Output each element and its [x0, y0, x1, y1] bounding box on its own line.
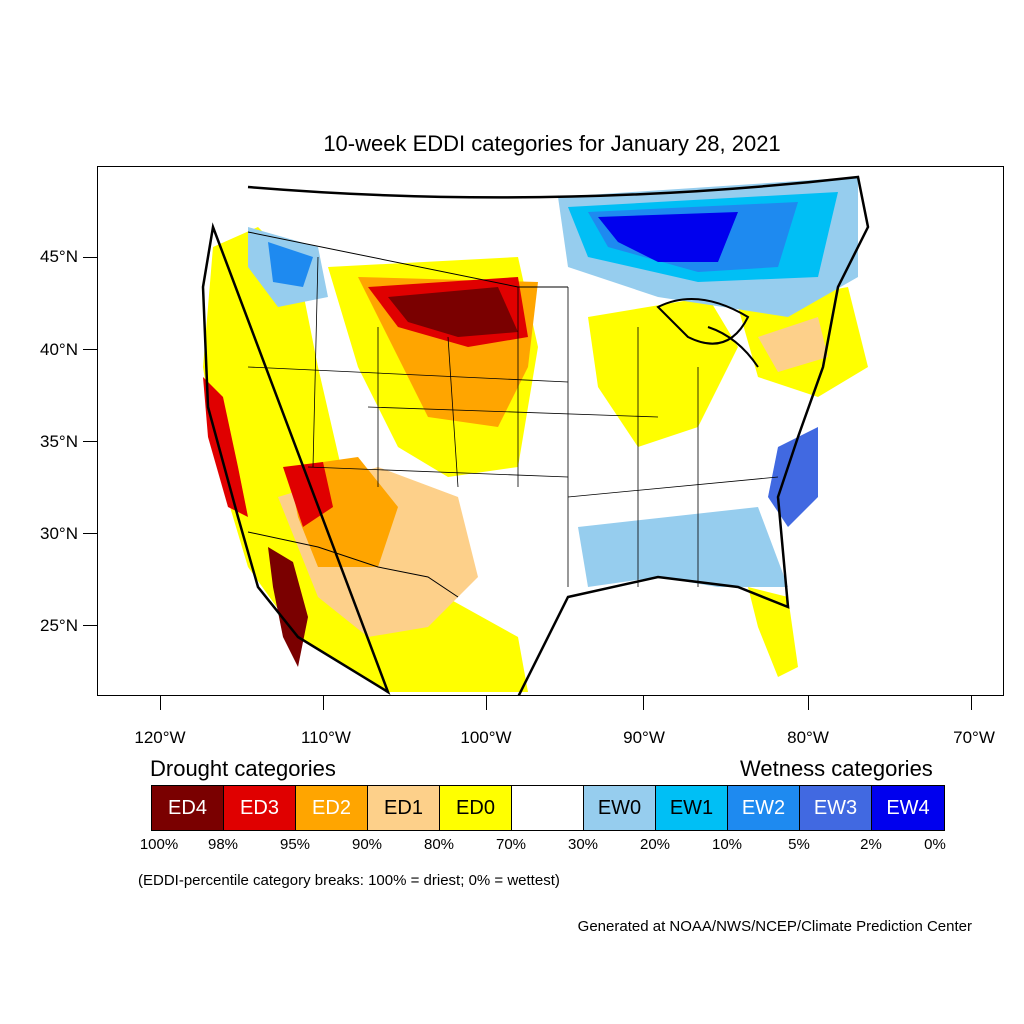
lat-label-45: 45°N: [40, 247, 78, 266]
legend-break-label: 0%: [924, 836, 946, 853]
legend-swatch-ed0: ED0: [440, 786, 512, 830]
southeast-ew0: [578, 507, 788, 587]
legend-break-label: 70%: [495, 836, 527, 853]
us-outline: [201, 175, 870, 695]
lat-label-25: 25°N: [40, 616, 78, 635]
lat-label-35: 35°N: [40, 432, 78, 451]
northwest-ew2: [268, 242, 313, 287]
lon-label-70: 70°W: [953, 728, 995, 747]
lat-tick: [83, 625, 97, 626]
lon-tick: [643, 696, 644, 710]
legend-break-label: 5%: [788, 836, 810, 853]
legend-break-label: 80%: [423, 836, 455, 853]
lat-tick: [83, 349, 97, 350]
legend-swatch-ew4: EW4: [872, 786, 944, 830]
legend-swatch-ed3: ED3: [224, 786, 296, 830]
legend-swatch-ed4: ED4: [152, 786, 224, 830]
borders: [201, 175, 870, 695]
legend-break-label: 2%: [860, 836, 882, 853]
legend-swatch-ed2: ED2: [296, 786, 368, 830]
upper-midwest-ew4: [598, 212, 738, 262]
lat-tick: [83, 441, 97, 442]
legend-swatch-normal: [512, 786, 584, 830]
legend-break-label: 98%: [207, 836, 239, 853]
legend-swatch-ew2: EW2: [728, 786, 800, 830]
eddi-map: [201, 175, 870, 695]
legend-break-label: 90%: [351, 836, 383, 853]
drought-heading: Drought categories: [150, 756, 336, 781]
lon-tick: [971, 696, 972, 710]
lon-tick: [486, 696, 487, 710]
lon-label-90: 90°W: [623, 728, 665, 747]
legend-swatch-ew1: EW1: [656, 786, 728, 830]
legend-swatch-ed1: ED1: [368, 786, 440, 830]
lat-label-40: 40°N: [40, 340, 78, 359]
lon-tick: [323, 696, 324, 710]
lat-tick: [83, 533, 97, 534]
map-frame: [97, 166, 1004, 696]
lon-tick: [160, 696, 161, 710]
legend-swatch-ew3: EW3: [800, 786, 872, 830]
lat-tick: [83, 257, 97, 258]
category-legend: ED4 ED3 ED2 ED1 ED0 EW0 EW1 EW2 EW3 EW4: [151, 785, 945, 831]
lon-label-80: 80°W: [787, 728, 829, 747]
legend-break-label: 95%: [279, 836, 311, 853]
map-title: 10-week EDDI categories for January 28, …: [323, 131, 781, 156]
lon-label-120: 120°W: [134, 728, 186, 747]
great-lakes: [656, 298, 759, 368]
lon-label-110: 110°W: [301, 728, 351, 747]
california-ed3: [203, 377, 248, 517]
florida-yellow: [748, 587, 798, 677]
northeast-ed1: [758, 317, 828, 372]
legend-swatch-ew0: EW0: [584, 786, 656, 830]
midwest-yellow: [588, 297, 738, 447]
lon-tick: [808, 696, 809, 710]
carolina-ew3: [768, 427, 818, 527]
breaks-note: (EDDI-percentile category breaks: 100% =…: [138, 872, 560, 889]
wetness-heading: Wetness categories: [740, 756, 933, 781]
state-line-horizontal: [247, 366, 779, 498]
lon-label-100: 100°W: [460, 728, 512, 747]
legend-break-label: 10%: [711, 836, 743, 853]
plains-ed4: [388, 287, 518, 337]
lat-label-30: 30°N: [40, 524, 78, 543]
legend-break-label: 30%: [567, 836, 599, 853]
mexico-border: [247, 531, 459, 598]
credit-line: Generated at NOAA/NWS/NCEP/Climate Predi…: [577, 918, 972, 935]
legend-break-label: 20%: [639, 836, 671, 853]
category-fill-areas: [203, 177, 868, 695]
legend-break-label: 100%: [139, 836, 179, 853]
